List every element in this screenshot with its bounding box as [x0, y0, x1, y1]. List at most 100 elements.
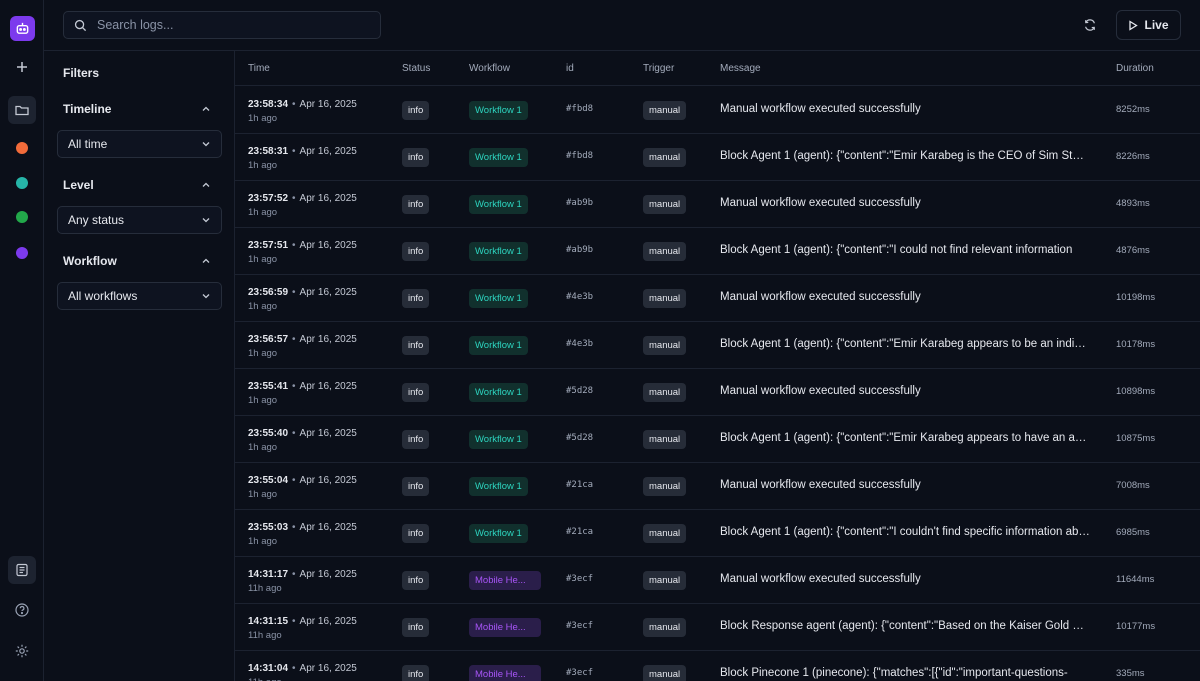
log-time-separator: • [292, 663, 296, 674]
log-relative-time: 1h ago [248, 348, 278, 359]
workflow-section-toggle[interactable]: Workflow [63, 254, 211, 268]
table-row[interactable]: 14:31:04•Apr 16, 2025 11h ago info Mobile H… [235, 651, 1200, 681]
workflow-badge[interactable]: Workflow 1 [469, 430, 528, 449]
log-id: #fbd8 [566, 104, 594, 114]
log-message: Block Agent 1 (agent): {"content":"Emir … [720, 150, 1090, 162]
log-time-value: 23:57:52 [248, 193, 289, 204]
chevron-down-icon [202, 142, 210, 147]
log-time-value: 23:56:57 [248, 334, 289, 345]
timeline-select[interactable]: All time [57, 130, 222, 158]
log-id: #5d28 [566, 386, 594, 396]
table-row[interactable]: 23:55:41 • Apr 16, 2025 1h ago info Workflow … [235, 369, 1200, 416]
logs-table: Time Status Workflow id Trigger Message … [235, 51, 1200, 681]
col-header-time[interactable]: Time [248, 63, 270, 74]
search-box[interactable] [63, 11, 381, 39]
chevron-down-icon [202, 218, 210, 223]
log-time: 23:56:57 • Apr 16, 2025 1h ago [248, 333, 357, 361]
workflow-dot-orange[interactable] [16, 142, 28, 154]
level-section-toggle[interactable]: Level [63, 178, 211, 192]
table-row[interactable]: 23:57:52 • Apr 16, 2025 1h ago info Workflow … [235, 181, 1200, 228]
table-row[interactable]: 14:31:15 • Apr 16, 2025 11h ago info Mobile H… [235, 604, 1200, 651]
log-id: #ab9b [566, 198, 594, 208]
workflow-badge[interactable]: Mobile He... [469, 571, 541, 590]
status-badge: info [402, 383, 430, 402]
log-time-separator: • [292, 569, 296, 580]
top-bar: Live [44, 0, 1200, 51]
status-badge: info [402, 477, 430, 496]
workflow-badge[interactable]: Workflow 1 [469, 477, 528, 496]
search-input[interactable] [97, 18, 357, 32]
table-row[interactable]: 23:56:59 • Apr 16, 2025 1h ago info Workflow … [235, 275, 1200, 322]
col-header-id[interactable]: id [566, 63, 574, 74]
workflow-badge[interactable]: Workflow 1 [469, 242, 528, 261]
status-badge: info [402, 336, 430, 355]
table-row[interactable]: 23:57:51 • Apr 16, 2025 1h ago info Workflow … [235, 228, 1200, 275]
log-message: Manual workflow executed successfully [720, 479, 921, 491]
log-time: 23:55:04 • Apr 16, 2025 1h ago [248, 474, 357, 502]
trigger-badge: manual [643, 101, 687, 120]
app-logo-robot-icon[interactable] [10, 16, 35, 41]
trigger-badge: manual [643, 430, 687, 449]
table-row[interactable]: 23:58:31 • Apr 16, 2025 1h ago info Workflow … [235, 134, 1200, 181]
workflow-dot-purple[interactable] [16, 247, 28, 259]
trigger-badge: manual [643, 336, 687, 355]
add-workflow-plus-icon[interactable] [8, 53, 36, 81]
timeline-section-toggle[interactable]: Timeline [63, 102, 211, 116]
table-row[interactable]: 23:58:34 • Apr 16, 2025 1h ago info Workflow … [235, 87, 1200, 134]
workflow-select[interactable]: All workflows [57, 282, 222, 310]
status-badge: info [402, 618, 430, 637]
log-id: #21ca [566, 527, 594, 537]
trigger-badge: manual [643, 289, 687, 308]
log-relative-time: 11h ago [248, 583, 282, 594]
log-date: Apr 16, 2025 [299, 475, 357, 486]
log-time-separator: • [292, 616, 296, 627]
workflow-badge[interactable]: Workflow 1 [469, 101, 528, 120]
log-time-value: 23:55:41 [248, 381, 289, 392]
workflow-badge[interactable]: Workflow 1 [469, 383, 528, 402]
workflow-badge[interactable]: Mobile He... [469, 618, 541, 637]
workflow-badge[interactable]: Workflow 1 [469, 195, 528, 214]
refresh-icon[interactable] [1078, 13, 1102, 37]
workflow-badge[interactable]: Workflow 1 [469, 336, 528, 355]
help-icon[interactable] [8, 596, 36, 624]
level-select[interactable]: Any status [57, 206, 222, 234]
col-header-duration[interactable]: Duration [1116, 63, 1154, 74]
settings-gear-icon[interactable] [8, 637, 36, 665]
workflow-badge[interactable]: Mobile He... [469, 665, 541, 681]
log-duration: 10898ms [1116, 386, 1156, 397]
logs-scroll-icon[interactable] [8, 556, 36, 584]
play-icon [1129, 19, 1139, 31]
log-time-value: 23:55:40 [248, 428, 289, 439]
trigger-badge: manual [643, 665, 687, 681]
log-relative-time: 1h ago [248, 395, 278, 406]
col-header-status[interactable]: Status [402, 63, 431, 74]
col-header-workflow[interactable]: Workflow [469, 63, 510, 74]
table-row[interactable]: 14:31:17 • Apr 16, 2025 11h ago info Mobile H… [235, 557, 1200, 604]
log-duration: 8226ms [1116, 151, 1150, 162]
table-row[interactable]: 23:55:40 • Apr 16, 2025 1h ago info Workflow … [235, 416, 1200, 463]
log-relative-time: 1h ago [248, 254, 278, 265]
log-time-separator: • [292, 475, 296, 486]
filters-panel: Filters Timeline All time Level Any stat… [44, 51, 235, 681]
workflow-label: Workflow [63, 254, 117, 268]
log-time-value: 23:58:34 [248, 99, 289, 110]
workflow-dot-green[interactable] [16, 211, 28, 223]
folder-icon[interactable] [8, 96, 36, 124]
log-id: #3ecf [566, 621, 594, 631]
chevron-up-icon [202, 182, 210, 187]
workflow-badge[interactable]: Workflow 1 [469, 289, 528, 308]
workflow-badge[interactable]: Workflow 1 [469, 524, 528, 543]
log-message: Manual workflow executed successfully [720, 385, 921, 397]
table-row[interactable]: 23:56:57 • Apr 16, 2025 1h ago info Workflow … [235, 322, 1200, 369]
col-header-message[interactable]: Message [720, 63, 761, 74]
col-header-trigger[interactable]: Trigger [643, 63, 675, 74]
workflow-badge[interactable]: Workflow 1 [469, 148, 528, 167]
log-date: Apr 16, 2025 [299, 193, 357, 204]
live-button[interactable]: Live [1116, 10, 1181, 40]
log-message: Manual workflow executed successfully [720, 573, 921, 585]
status-badge: info [402, 101, 430, 120]
workflow-dot-teal[interactable] [16, 177, 28, 189]
table-row[interactable]: 23:55:04 • Apr 16, 2025 1h ago info Workflow … [235, 463, 1200, 510]
table-row[interactable]: 23:55:03 • Apr 16, 2025 1h ago info Workflow … [235, 510, 1200, 557]
log-relative-time: 1h ago [248, 113, 278, 124]
